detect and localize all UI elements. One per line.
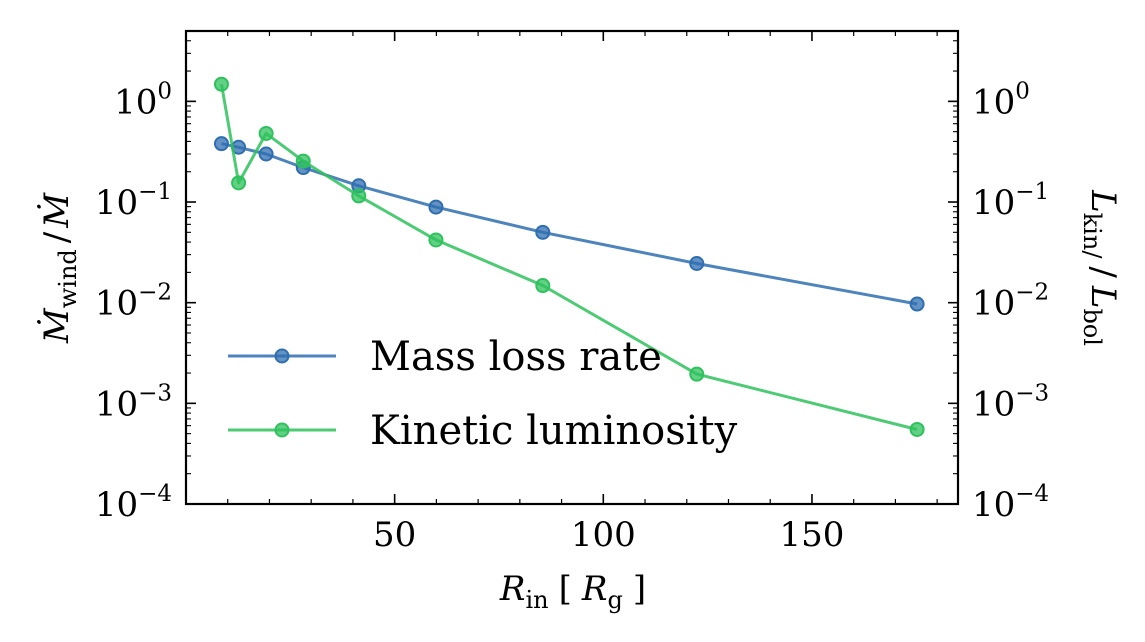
- legend-marker-mass-loss-rate: [274, 348, 290, 364]
- data-point-mass-loss-rate: [909, 296, 925, 312]
- data-point-kinetic-luminosity: [231, 175, 247, 191]
- data-point-kinetic-luminosity: [535, 278, 551, 294]
- y-tick-label-right: 100: [972, 78, 1030, 122]
- y-axis-label-right: Lkin//Lbol: [1078, 189, 1123, 346]
- y-tick-label-left: 10−3: [95, 380, 172, 424]
- y-tick-label-left: 10−1: [95, 179, 172, 223]
- y-tick-label-left: 100: [114, 78, 172, 122]
- y-tick-label-right: 10−1: [972, 179, 1049, 223]
- series-layer: [213, 76, 925, 437]
- x-axis-label: Rin[Rg]: [499, 569, 646, 614]
- data-point-mass-loss-rate: [535, 224, 551, 240]
- y-tick-label-right: 10−3: [972, 380, 1049, 424]
- x-tick-label: 100: [571, 515, 636, 555]
- data-point-kinetic-luminosity: [689, 366, 705, 382]
- data-point-kinetic-luminosity: [295, 153, 311, 169]
- data-point-kinetic-luminosity: [909, 421, 925, 437]
- data-point-mass-loss-rate: [689, 256, 705, 272]
- legend-label-mass-loss-rate: Mass loss rate: [370, 334, 662, 380]
- plot-frame: [184, 29, 960, 506]
- series-line-mass-loss-rate: [221, 142, 918, 306]
- y-tick-label-left: 10−2: [95, 280, 172, 324]
- legend: Mass loss rate Kinetic luminosity: [228, 334, 738, 454]
- y-tick-label-right: 10−2: [972, 280, 1049, 324]
- y-axis-label-left: Ṁwind/Ṁ: [37, 192, 82, 344]
- legend-label-kinetic-luminosity: Kinetic luminosity: [370, 408, 738, 454]
- data-point-kinetic-luminosity: [351, 188, 367, 204]
- tick-labels: 50 100 150 100 100 10−1 10−1 10−2 10−2 10−3 10−3 10…: [95, 78, 1049, 555]
- data-point-kinetic-luminosity: [258, 125, 274, 141]
- data-point-mass-loss-rate: [258, 146, 274, 162]
- data-point-kinetic-luminosity: [428, 232, 444, 248]
- legend-marker-kinetic-luminosity: [274, 422, 290, 438]
- y-tick-label-left: 10−4: [95, 481, 172, 525]
- data-point-mass-loss-rate: [428, 199, 444, 215]
- data-point-mass-loss-rate: [213, 136, 229, 152]
- x-tick-label: 50: [373, 515, 416, 555]
- data-point-kinetic-luminosity: [213, 76, 229, 92]
- y-tick-label-right: 10−4: [972, 481, 1049, 525]
- x-tick-label: 150: [779, 515, 844, 555]
